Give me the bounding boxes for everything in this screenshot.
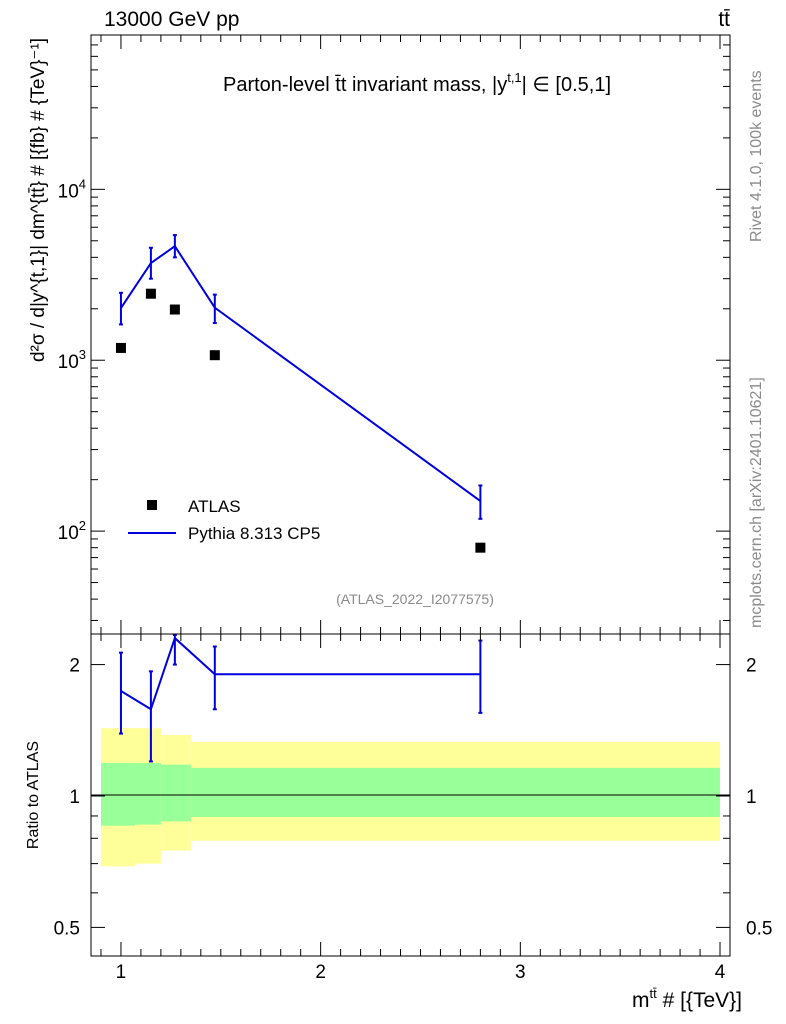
x-axis-label-sup: tt̄ <box>650 986 658 1001</box>
y-axis-label: d²σ / d|y^{t,1}| dm^{tt̄} # [{fb} # {TeV… <box>28 38 49 362</box>
green-band-segment <box>190 767 721 818</box>
ratio-tick-label-right: 2 <box>746 656 757 677</box>
ratio-tick-label: 0.5 <box>54 918 80 939</box>
y-tick-label: 102 <box>58 518 86 544</box>
atlas-point <box>475 542 486 553</box>
ratio-plot-frame <box>90 633 731 957</box>
x-tick-label: 4 <box>715 962 726 983</box>
green-band-segment <box>134 763 161 825</box>
y-tick-label-exp: 4 <box>79 176 86 191</box>
x-tick-label: 3 <box>515 962 526 983</box>
plot-title-tail: | ∈ [0.5,1] <box>522 74 611 96</box>
x-axis-label-main: m <box>632 989 650 1012</box>
x-tick-labels: 1 2 3 4 <box>116 962 726 983</box>
plot-title-sup: t,1 <box>507 70 521 85</box>
atlas-point <box>209 350 220 361</box>
legend-atlas-label: ATLAS <box>188 497 241 516</box>
x-tick-label: 2 <box>315 962 326 983</box>
ratio-series-marks <box>118 634 483 763</box>
green-band-segment <box>160 764 191 822</box>
main-plot-frame <box>90 34 731 635</box>
y-tick-label-base: 10 <box>58 523 79 544</box>
legend: ATLAS Pythia 8.313 CP5 <box>128 497 320 543</box>
analysis-id: (ATLAS_2022_I2077575) <box>336 591 494 607</box>
ratio-axis-ticks: 0.5 0.5 1 1 2 2 <box>54 634 772 956</box>
x-tick-label: 1 <box>116 962 127 983</box>
ratio-uncertainty-bands <box>100 728 721 867</box>
pythia-line <box>120 244 481 502</box>
y-tick-label-exp: 3 <box>79 347 86 362</box>
atlas-point <box>115 342 126 353</box>
legend-pythia-label: Pythia 8.313 CP5 <box>188 524 320 543</box>
plot-title: Parton-level t̄t invariant mass, |yt,1| … <box>223 70 611 96</box>
atlas-point <box>169 304 180 315</box>
ratio-y-label: Ratio to ATLAS <box>25 741 42 849</box>
ratio-tick-label-right: 0.5 <box>746 918 772 939</box>
rivet-label: Rivet 4.1.0, 100k events <box>748 70 765 242</box>
mcplots-label: mcplots.cern.ch [arXiv:2401.10621] <box>748 377 765 628</box>
atlas-point <box>145 288 156 299</box>
legend-atlas-marker <box>147 500 157 510</box>
x-axis-label: mtt̄ # [{TeV}] <box>632 986 742 1012</box>
x-axis-label-tail: # [{TeV}] <box>657 989 742 1012</box>
y-tick-label-base: 10 <box>58 181 79 202</box>
y-tick-label: 103 <box>58 347 86 373</box>
y-tick-label-exp: 2 <box>79 518 86 533</box>
main-series-marks <box>115 234 486 553</box>
process-label: tt̄ <box>718 8 730 31</box>
ratio-tick-label: 2 <box>69 656 80 677</box>
plot-title-main: Parton-level t̄t invariant mass, |y <box>223 74 507 96</box>
ratio-tick-label-right: 1 <box>746 787 757 808</box>
y-tick-label: 104 <box>58 176 86 202</box>
green-band-segment <box>100 763 135 826</box>
y-tick-label-base: 10 <box>58 352 79 373</box>
energy-label: 13000 GeV pp <box>104 8 239 31</box>
ratio-tick-label: 1 <box>69 787 80 808</box>
